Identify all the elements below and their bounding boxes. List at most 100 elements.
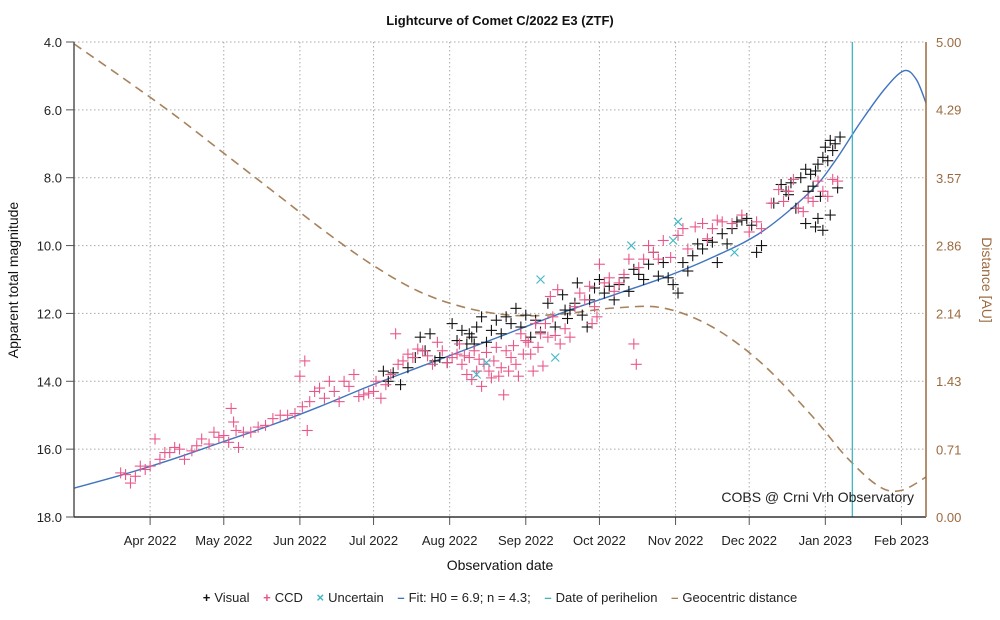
point-visual [476,311,488,323]
legend-visual[interactable]: + Visual [203,590,250,605]
point-ccd [178,453,190,465]
point-uncertain [668,236,678,245]
x-tick-label: Jan 2023 [799,533,853,548]
point-visual [414,331,426,343]
legend-visual-label: Visual [214,590,250,605]
point-ccd [301,424,313,436]
point-ccd [532,341,544,353]
point-ccd [832,175,844,187]
point-ccd [657,234,669,246]
point-ccd [603,272,615,284]
point-ccd [358,389,370,401]
x-axis: Apr 2022 May 2022 Jun 2022 Jul 2022 Aug 2022… [124,517,929,548]
point-visual [697,243,709,255]
point-ccd [682,243,694,255]
y-tick-label: 4.0 [44,35,62,50]
point-ccd [574,287,586,299]
point-ccd [817,185,829,197]
legend-distance-symbol: – [671,590,679,605]
point-visual [812,212,824,224]
point-ccd [579,294,591,306]
point-ccd [164,447,176,459]
point-ccd [736,209,748,221]
point-ccd [535,328,547,340]
series-visual [377,131,846,391]
legend-uncertain[interactable]: × Uncertain [317,590,384,605]
point-ccd [608,285,620,297]
point-ccd [124,477,136,489]
x-tick-label: May 2022 [195,533,252,548]
point-ccd [488,355,500,367]
point-visual [589,282,601,294]
series-uncertain [472,217,739,379]
legend-fit[interactable]: – Fit: H0 = 6.9; n = 4.3; [397,590,530,605]
point-ccd [672,229,684,241]
point-visual [677,257,689,269]
point-ccd [628,338,640,350]
point-visual [819,141,831,153]
y-axis-label: Apparent total magnitude [5,202,21,359]
point-ccd [647,246,659,258]
point-ccd [267,413,279,425]
point-ccd [144,460,156,472]
y-right-tick-label: 2.14 [936,307,961,322]
point-ccd [554,338,566,350]
x-tick-label: Apr 2022 [124,533,177,548]
point-ccd [407,352,419,364]
legend-fit-symbol: – [397,590,405,605]
legend-ccd[interactable]: + CCD [263,590,303,605]
point-visual [542,297,554,309]
point-ccd [260,419,272,431]
point-visual [822,155,834,167]
point-ccd [623,253,635,265]
x-tick-label: Nov 2022 [648,533,704,548]
point-ccd [412,343,424,355]
point-ccd [368,385,380,397]
point-ccd [593,258,605,270]
point-ccd [665,251,677,263]
point-visual [687,250,699,262]
point-visual [824,209,836,221]
legend-perihelion[interactable]: – Date of perihelion [544,590,657,605]
point-ccd [584,280,596,292]
point-visual [662,272,674,284]
point-ccd [353,391,365,403]
point-ccd [483,365,495,377]
legend-distance-label: Geocentric distance [682,590,798,605]
point-ccd [544,290,556,302]
point-ccd [630,358,642,370]
point-ccd [537,360,549,372]
point-ccd [598,277,610,289]
point-ccd [422,350,434,362]
point-ccd [115,467,127,479]
point-ccd [191,440,203,452]
x-axis-label: Observation date [447,557,554,573]
point-ccd [520,335,532,347]
legend-uncertain-label: Uncertain [328,590,384,605]
point-ccd [296,401,308,413]
point-ccd [643,240,655,252]
point-visual [557,289,569,301]
point-ccd [468,345,480,357]
point-ccd [778,195,790,207]
point-ccd [564,331,576,343]
point-visual [562,313,574,325]
point-ccd [380,379,392,391]
x-tick-label: Feb 2023 [874,533,929,548]
point-ccd [569,301,581,313]
point-ccd [375,392,387,404]
point-visual [795,172,807,184]
point-ccd [169,441,181,453]
legend-perihelion-symbol: – [544,590,552,605]
y-right-tick-label: 4.29 [936,102,961,117]
legend-distance[interactable]: – Geocentric distance [671,590,797,605]
point-visual [834,131,846,143]
point-ccd [787,173,799,185]
credit-label: COBS @ Crni Vrh Observatory [721,489,914,505]
point-visual [466,331,478,343]
point-ccd [493,370,505,382]
point-ccd [461,369,473,380]
point-ccd [547,311,559,323]
y-tick-label: 14.0 [37,374,62,389]
point-visual [775,179,787,190]
